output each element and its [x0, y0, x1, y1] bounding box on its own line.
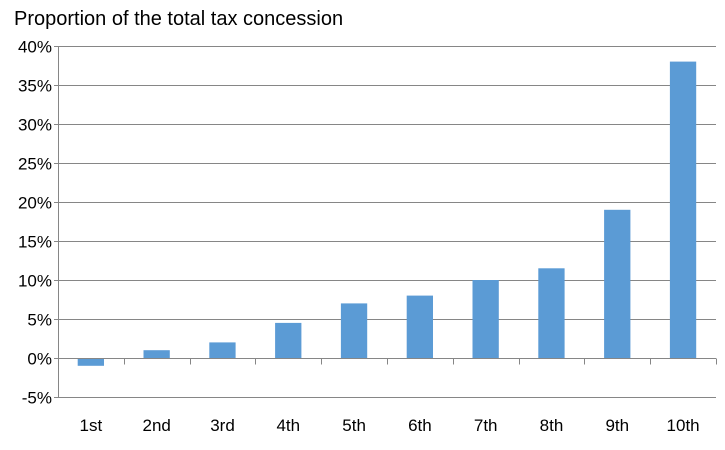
x-tick-label: 2nd [143, 416, 171, 435]
bar-6th [406, 295, 433, 358]
y-tick-label: -5% [22, 389, 52, 408]
x-tick-label: 3rd [210, 416, 235, 435]
x-tick-label: 1st [80, 416, 103, 435]
x-tick-labels: 1st 2nd 3rd 4th 5th 6th 7th 8th 9th 10th [80, 416, 700, 435]
y-tick-label: 0% [27, 350, 52, 369]
x-tick-label: 9th [605, 416, 629, 435]
x-tick-label: 6th [408, 416, 432, 435]
y-tick-label: 40% [18, 38, 52, 57]
x-tick-label: 5th [342, 416, 366, 435]
y-tick-label: 20% [18, 194, 52, 213]
bar-7th [472, 280, 499, 358]
bar-2nd [143, 350, 170, 358]
bar-1st [77, 358, 104, 366]
bar-9th [604, 209, 631, 358]
bar-8th [538, 268, 565, 358]
y-tick-label: 25% [18, 155, 52, 174]
axes [54, 46, 717, 398]
x-tick-label: 10th [667, 416, 700, 435]
x-tick-label: 4th [276, 416, 300, 435]
bar-10th [669, 61, 697, 358]
bar-5th [340, 303, 368, 358]
x-tick-label: 7th [474, 416, 498, 435]
bar-3rd [209, 342, 236, 358]
y-tick-label: 35% [18, 77, 52, 96]
y-tick-label: 30% [18, 116, 52, 135]
x-tick-label: 8th [540, 416, 564, 435]
bar-4th [275, 322, 302, 358]
y-tick-labels: -5% 0% 5% 10% 15% 20% 25% 30% 35% 40% [18, 38, 52, 408]
bars [77, 61, 697, 366]
y-tick-label: 10% [18, 272, 52, 291]
y-tick-label: 5% [27, 311, 52, 330]
chart-title: Proportion of the total tax concession [14, 8, 344, 30]
y-tick-label: 15% [18, 233, 52, 252]
